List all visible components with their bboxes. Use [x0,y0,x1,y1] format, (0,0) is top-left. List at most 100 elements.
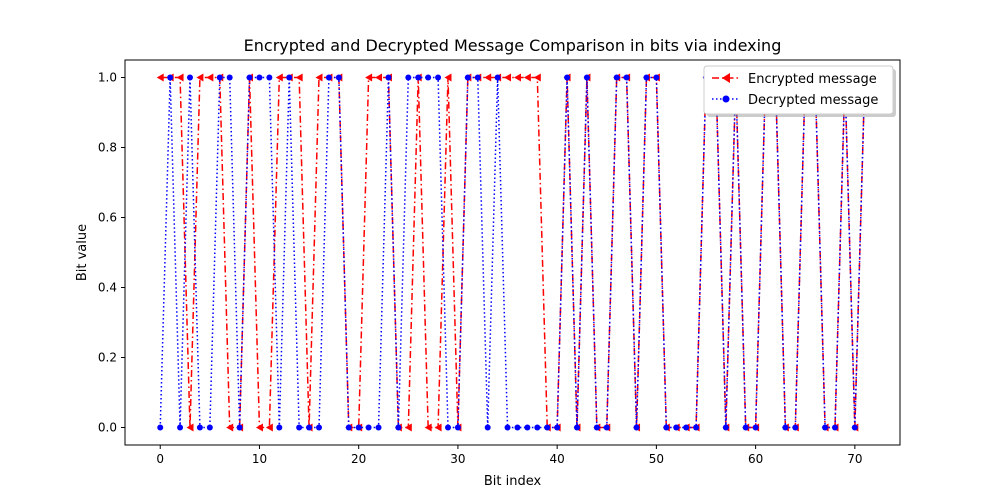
data-point-encrypted [365,73,373,82]
y-tick-label: 0.4 [98,281,117,295]
data-point-decrypted [494,74,501,81]
data-point-decrypted [157,424,164,431]
data-point-decrypted [286,74,293,81]
data-point-encrypted [265,423,273,432]
data-point-encrypted [255,423,263,432]
data-point-decrypted [325,74,332,81]
data-point-decrypted [405,74,412,81]
data-point-decrypted [851,424,858,431]
data-point-encrypted [275,73,283,82]
data-point-decrypted [365,424,372,431]
legend-item-decrypted: Decrypted message [712,93,878,108]
data-point-decrypted [306,424,313,431]
data-point-decrypted [395,424,402,431]
x-axis-ticks: 0 10 20 30 40 50 60 70 [156,445,862,466]
data-point-decrypted [504,424,511,431]
data-point-decrypted [633,424,640,431]
data-point-decrypted [623,74,630,81]
data-point-encrypted [513,73,521,82]
x-tick-label: 30 [450,452,465,466]
y-tick-label: 0.6 [98,211,117,225]
plot-layer [156,73,869,432]
data-point-decrypted [474,74,481,81]
data-point-decrypted [524,424,531,431]
legend-label-encrypted: Encrypted message [748,72,877,87]
data-point-decrypted [266,74,273,81]
data-point-decrypted [613,74,620,81]
data-point-decrypted [315,424,322,431]
data-point-decrypted [514,424,521,431]
plot-area-frame [124,59,901,446]
y-tick-label: 0.8 [98,141,117,155]
data-point-decrypted [822,424,829,431]
data-point-encrypted [444,73,452,82]
y-tick-label: 0.0 [98,421,117,435]
data-point-decrypted [484,424,491,431]
data-point-encrypted [375,73,383,82]
x-tick-label: 0 [156,452,164,466]
data-point-decrypted [673,424,680,431]
x-tick-label: 50 [649,452,664,466]
data-point-encrypted [504,73,512,82]
data-point-decrypted [752,424,759,431]
data-point-decrypted [693,424,700,431]
data-point-decrypted [534,424,541,431]
data-point-encrypted [196,73,204,82]
data-point-encrypted [424,423,432,432]
data-point-decrypted [256,74,263,81]
data-point-decrypted [167,74,174,81]
data-point-decrypted [742,424,749,431]
data-point-decrypted [246,74,253,81]
data-point-decrypted [564,74,571,81]
legend-label-decrypted: Decrypted message [748,93,878,108]
data-point-encrypted [434,423,442,432]
y-tick-label: 0.2 [98,351,117,365]
data-point-decrypted [226,74,233,81]
data-point-decrypted [832,424,839,431]
data-point-decrypted [643,74,650,81]
data-point-decrypted [593,424,600,431]
series-encrypted [156,73,869,432]
data-point-decrypted [722,424,729,431]
x-axis-label: Bit index [484,474,542,489]
x-tick-label: 70 [847,452,862,466]
data-point-decrypted [782,424,789,431]
data-point-decrypted [206,424,213,431]
data-point-decrypted [335,74,342,81]
data-point-decrypted [444,424,451,431]
data-point-decrypted [435,74,442,81]
data-point-decrypted [792,424,799,431]
data-point-decrypted [415,74,422,81]
data-point-decrypted [236,424,243,431]
x-tick-label: 40 [550,452,565,466]
data-point-decrypted [425,74,432,81]
data-point-encrypted [404,423,412,432]
data-point-encrypted [176,73,184,82]
series-line-encrypted [160,76,866,429]
data-point-decrypted [186,74,193,81]
data-point-decrypted [544,424,551,431]
chart-title: Encrypted and Decrypted Message Comparis… [244,36,782,55]
y-axis-label: Bit value [75,224,90,281]
series-line-decrypted [159,76,866,429]
data-point-decrypted [683,424,690,431]
data-point-encrypted [226,423,234,432]
data-point-decrypted [554,424,561,431]
x-tick-label: 10 [252,452,267,466]
y-axis-ticks: 0.0 0.2 0.4 0.6 0.8 1.0 [98,71,125,435]
series-decrypted [157,74,868,431]
legend-marker-encrypted [722,73,730,83]
data-point-decrypted [177,424,184,431]
data-point-decrypted [276,424,283,431]
data-point-decrypted [345,424,352,431]
y-tick-label: 1.0 [98,71,117,85]
data-point-decrypted [355,424,362,431]
data-point-decrypted [603,424,610,431]
legend-marker-decrypted [722,95,730,103]
data-point-encrypted [523,73,531,82]
legend-box [703,65,894,115]
legend: Encrypted message Decrypted message [703,65,896,117]
data-point-encrypted [186,423,194,432]
x-tick-label: 20 [351,452,366,466]
